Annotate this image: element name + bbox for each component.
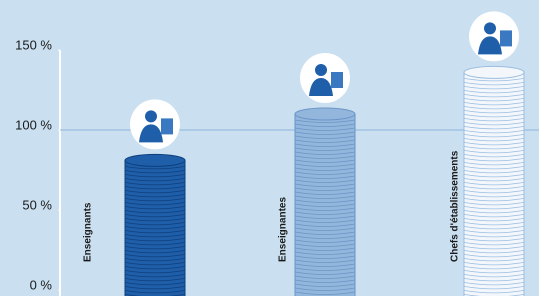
category-label: Chefs d'établissements bbox=[450, 150, 461, 262]
y-tick-label: 50 % bbox=[22, 197, 52, 212]
icon-item bbox=[161, 118, 173, 134]
icon-head bbox=[315, 64, 327, 76]
icon-item bbox=[500, 30, 512, 46]
stack-top bbox=[464, 66, 524, 78]
stack-top bbox=[125, 154, 185, 166]
stack-top bbox=[295, 108, 355, 120]
chart: 0 % 50 % 100 % 150 % Enseignants Enseignantes… bbox=[0, 0, 539, 296]
y-tick-label: 0 % bbox=[30, 277, 53, 292]
y-tick-label: 150 % bbox=[15, 37, 52, 52]
icon-item bbox=[331, 72, 343, 88]
y-tick-label: 100 % bbox=[15, 117, 52, 132]
icon-head bbox=[484, 22, 496, 34]
category-label: Enseignantes bbox=[278, 197, 289, 262]
icon-head bbox=[145, 110, 157, 122]
bar bbox=[464, 72, 524, 296]
category-label: Enseignants bbox=[83, 202, 94, 262]
